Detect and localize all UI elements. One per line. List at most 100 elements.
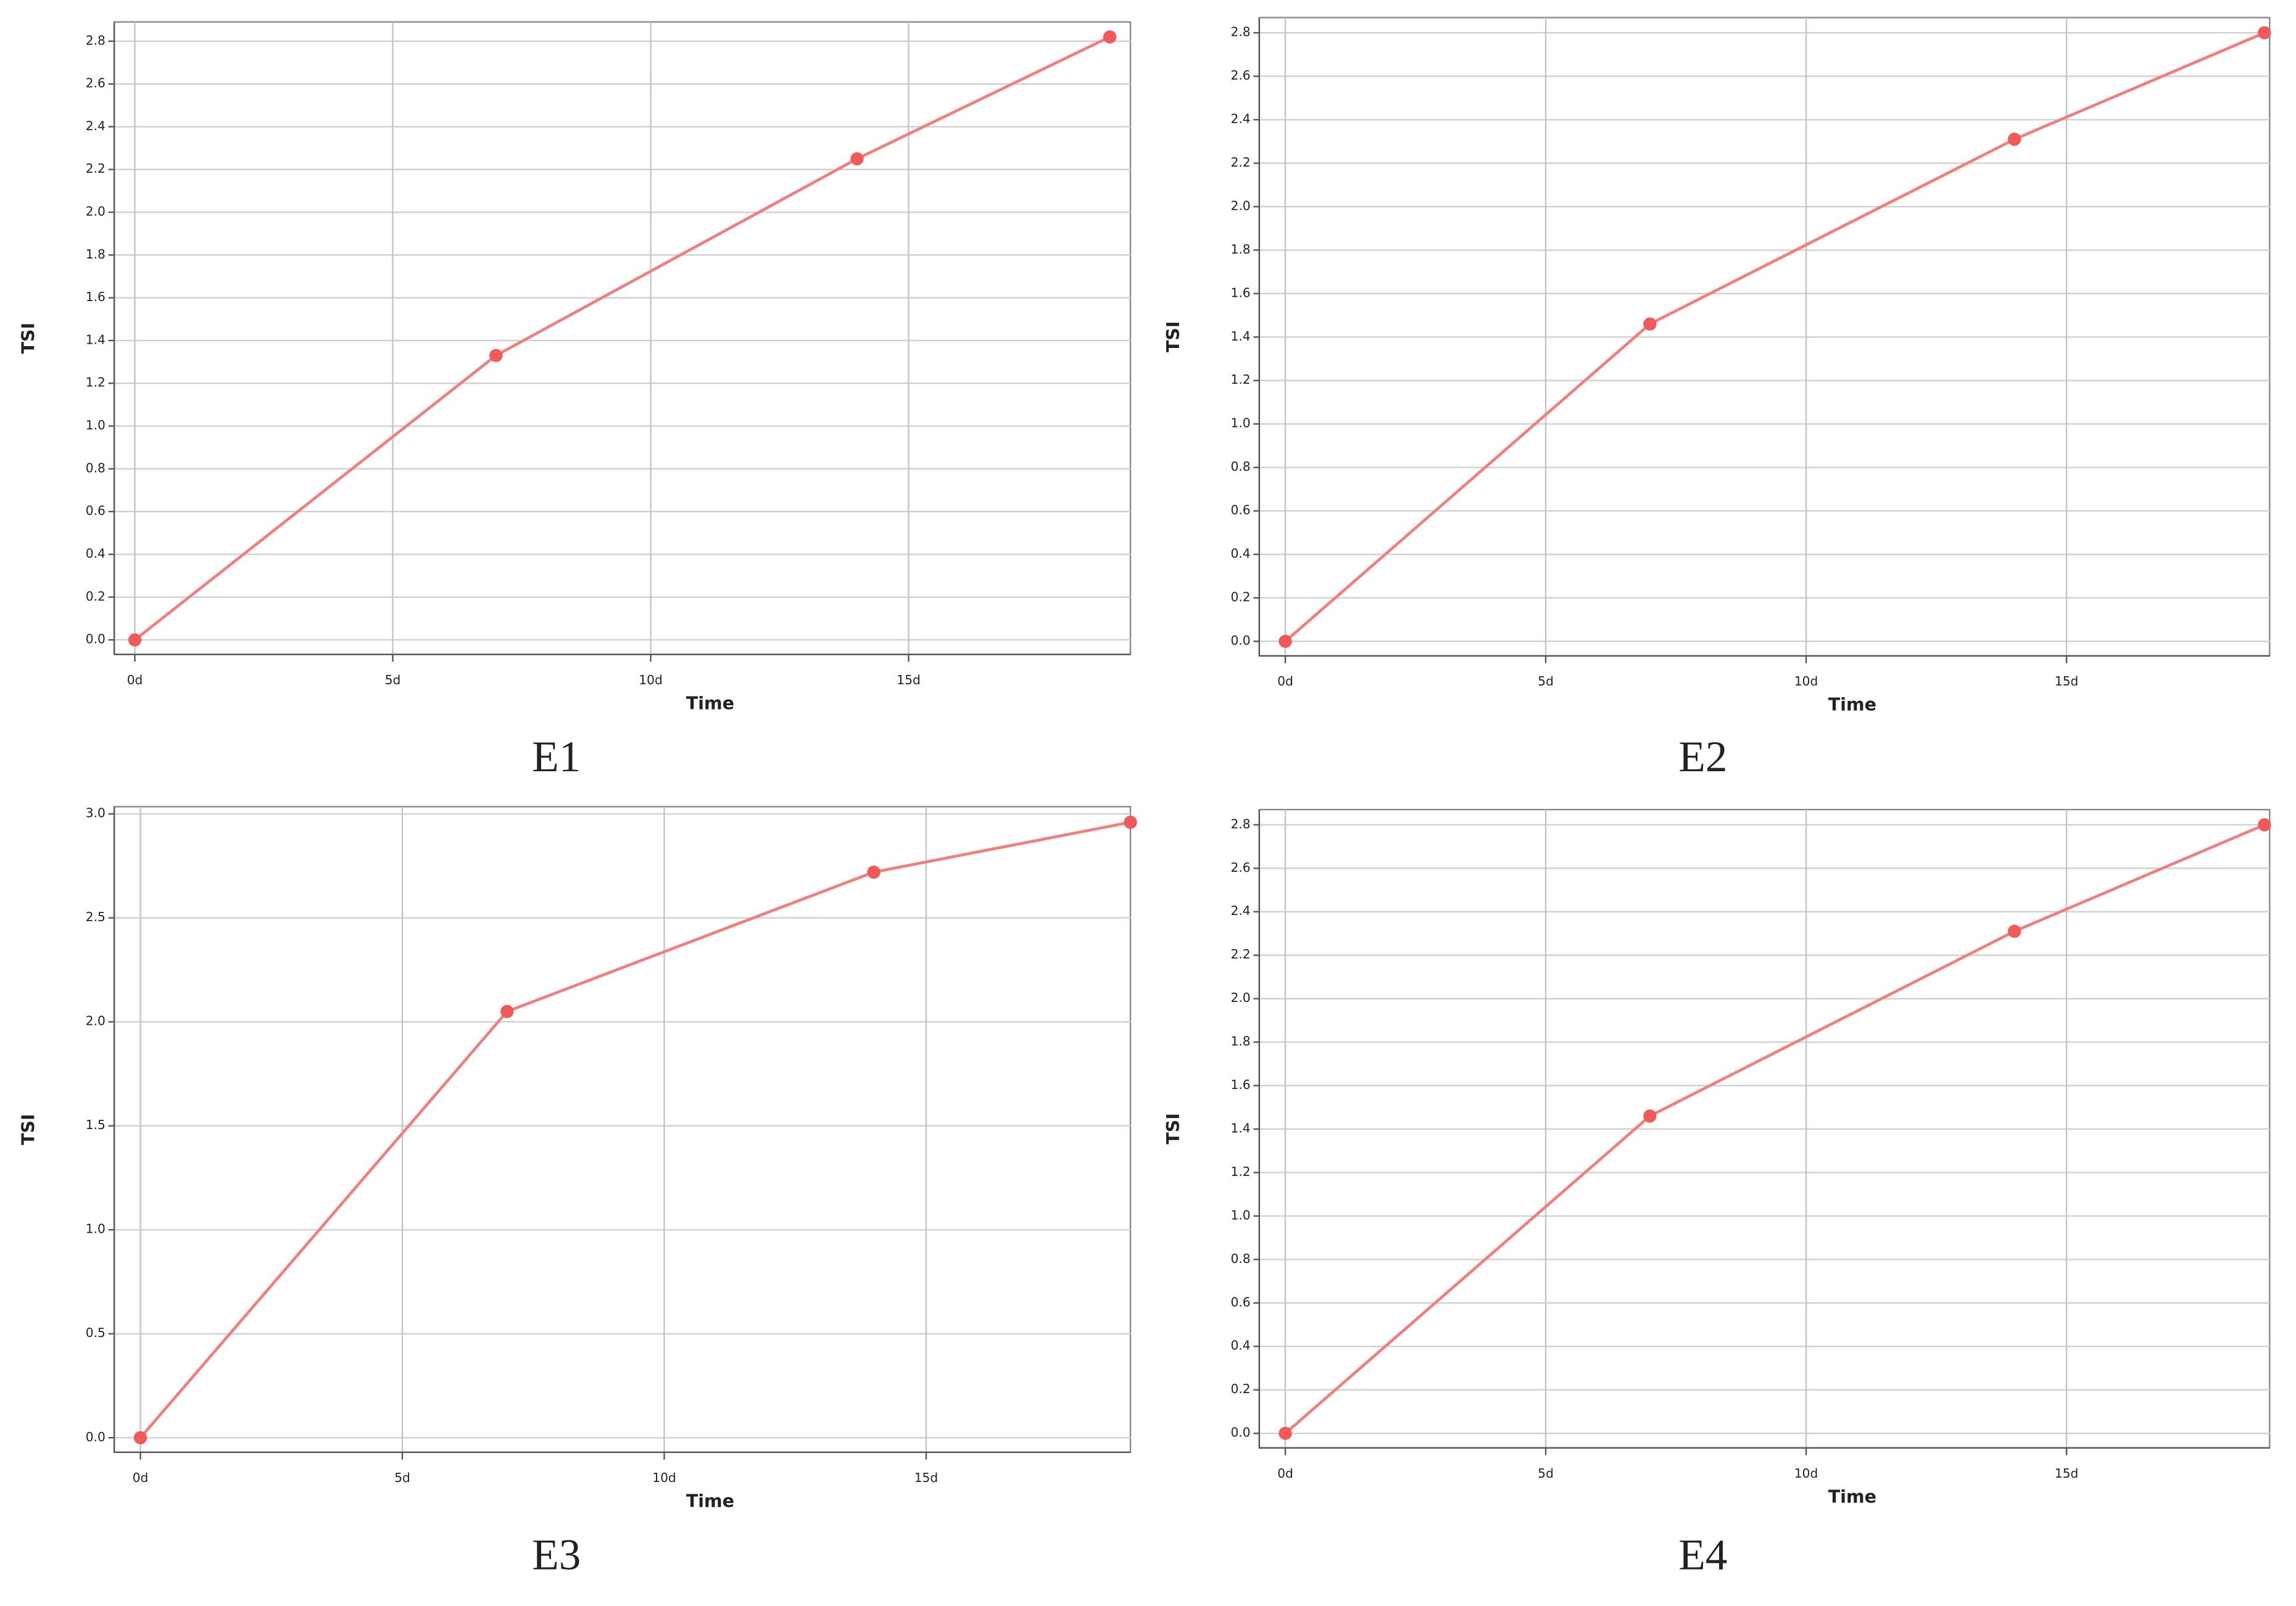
y-tick-label: 1.0	[86, 418, 106, 433]
plot-area	[113, 21, 1132, 655]
y-tick-label: 1.6	[1231, 285, 1251, 300]
caption: E2	[1678, 733, 1727, 781]
line	[134, 35, 1111, 641]
y-tick-label: 2.4	[86, 118, 106, 133]
point	[128, 633, 142, 647]
y-tick-label: 2.5	[86, 909, 106, 924]
x-tick-label: 5d	[385, 673, 401, 687]
point	[133, 1431, 147, 1444]
y-tick-label: 1.6	[1231, 1077, 1251, 1092]
x-tick-label: 5d	[1538, 1466, 1554, 1481]
caption: E4	[1678, 1531, 1727, 1579]
point	[867, 865, 881, 879]
line	[1284, 31, 2265, 643]
y-tick-label: 1.0	[86, 1222, 106, 1236]
line	[139, 821, 1131, 1439]
y-tick-label: 0.8	[86, 460, 106, 475]
y-tick-label: 2.0	[86, 204, 106, 219]
y-tick-label: 1.0	[1231, 416, 1251, 431]
y-tick-label: 2.6	[1231, 68, 1251, 83]
point	[1279, 634, 1292, 648]
x-axis-label: Time	[686, 693, 734, 713]
x-tick-label: 10d	[639, 673, 662, 687]
y-tick-label: 0.2	[1231, 1381, 1251, 1396]
point	[1643, 1109, 1657, 1123]
y-tick-label: 2.2	[86, 161, 106, 176]
y-tick-label: 1.2	[1231, 372, 1251, 387]
x-tick-label: 10d	[1794, 1466, 1818, 1481]
x-tick-label: 15d	[897, 673, 920, 687]
y-tick-label: 0.4	[1231, 1338, 1251, 1353]
point	[2258, 818, 2271, 832]
point	[2008, 924, 2021, 938]
y-tick-label: 1.8	[1231, 242, 1251, 257]
y-tick-label: 0.0	[86, 1430, 106, 1444]
y-tick-label: 0.6	[1231, 503, 1251, 518]
y-tick-label: 1.8	[1231, 1034, 1251, 1049]
y-tick-label: 1.4	[1231, 329, 1251, 344]
x-tick-label: 10d	[1794, 674, 1818, 689]
x-tick-label: 5d	[394, 1470, 410, 1485]
point	[850, 152, 864, 166]
y-tick-label: 0.8	[1231, 1251, 1251, 1266]
y-tick-label: 2.2	[1231, 155, 1251, 170]
x-tick-label: 10d	[652, 1470, 676, 1485]
x-tick-label: 15d	[2055, 674, 2078, 689]
y-tick-label: 0.0	[1231, 1425, 1251, 1440]
y-tick-label: 2.0	[1231, 198, 1251, 213]
point	[1124, 816, 1137, 829]
y-tick-label: 0.0	[86, 632, 106, 647]
x-axis-label: Time	[1828, 695, 1876, 715]
y-tick-label: 2.8	[1231, 25, 1251, 39]
point	[1103, 30, 1117, 44]
y-tick-label: 2.0	[1231, 990, 1251, 1005]
y-tick-label: 2.0	[86, 1014, 106, 1029]
x-axis-label: Time	[1828, 1486, 1876, 1507]
x-tick-label: 15d	[914, 1470, 938, 1485]
y-tick-label: 0.6	[1231, 1294, 1251, 1309]
y-tick-label: 0.2	[1231, 589, 1251, 604]
x-tick-label: 0d	[1277, 674, 1293, 689]
plot-area	[113, 806, 1132, 1454]
y-tick-label: 0.4	[1231, 546, 1251, 561]
y-tick-label: 2.8	[86, 33, 106, 48]
y-tick-label: 0.6	[86, 503, 106, 518]
y-tick-label: 0.2	[86, 589, 106, 603]
y-tick-label: 3.0	[86, 806, 106, 821]
x-tick-label: 0d	[1277, 1466, 1293, 1481]
point	[2258, 26, 2271, 39]
y-tick-label: 1.4	[1231, 1120, 1251, 1135]
y-tick-label: 2.8	[1231, 816, 1251, 831]
y-tick-label: 0.8	[1231, 459, 1251, 474]
x-tick-label: 0d	[127, 673, 143, 687]
caption: E1	[532, 733, 581, 781]
y-tick-label: 2.6	[1231, 860, 1251, 875]
point	[489, 349, 503, 362]
caption: E3	[532, 1531, 581, 1579]
y-tick-label: 2.4	[1231, 903, 1251, 918]
y-tick-label: 1.6	[86, 289, 106, 304]
y-axis-label: TSI	[1163, 1113, 1183, 1144]
y-tick-label: 1.0	[1231, 1207, 1251, 1222]
y-tick-label: 1.5	[86, 1117, 106, 1132]
x-axis-label: Time	[686, 1491, 734, 1512]
y-tick-label: 1.8	[86, 247, 106, 262]
x-tick-label: 5d	[1538, 674, 1554, 689]
x-tick-label: 0d	[133, 1470, 149, 1485]
y-tick-label: 1.2	[1231, 1164, 1251, 1179]
point	[1643, 317, 1657, 331]
point	[2008, 133, 2021, 146]
y-tick-label: 0.0	[1231, 633, 1251, 648]
y-tick-label: 2.4	[1231, 112, 1251, 126]
point	[500, 1004, 514, 1019]
line	[1284, 823, 2265, 1434]
y-axis-label: TSI	[1163, 321, 1183, 352]
y-tick-label: 2.2	[1231, 947, 1251, 962]
point	[1279, 1426, 1292, 1440]
y-axis-label: TSI	[18, 323, 38, 354]
y-tick-label: 0.5	[86, 1325, 106, 1340]
x-tick-label: 15d	[2055, 1466, 2078, 1481]
y-axis-label: TSI	[18, 1114, 38, 1145]
y-tick-label: 0.4	[86, 546, 106, 561]
